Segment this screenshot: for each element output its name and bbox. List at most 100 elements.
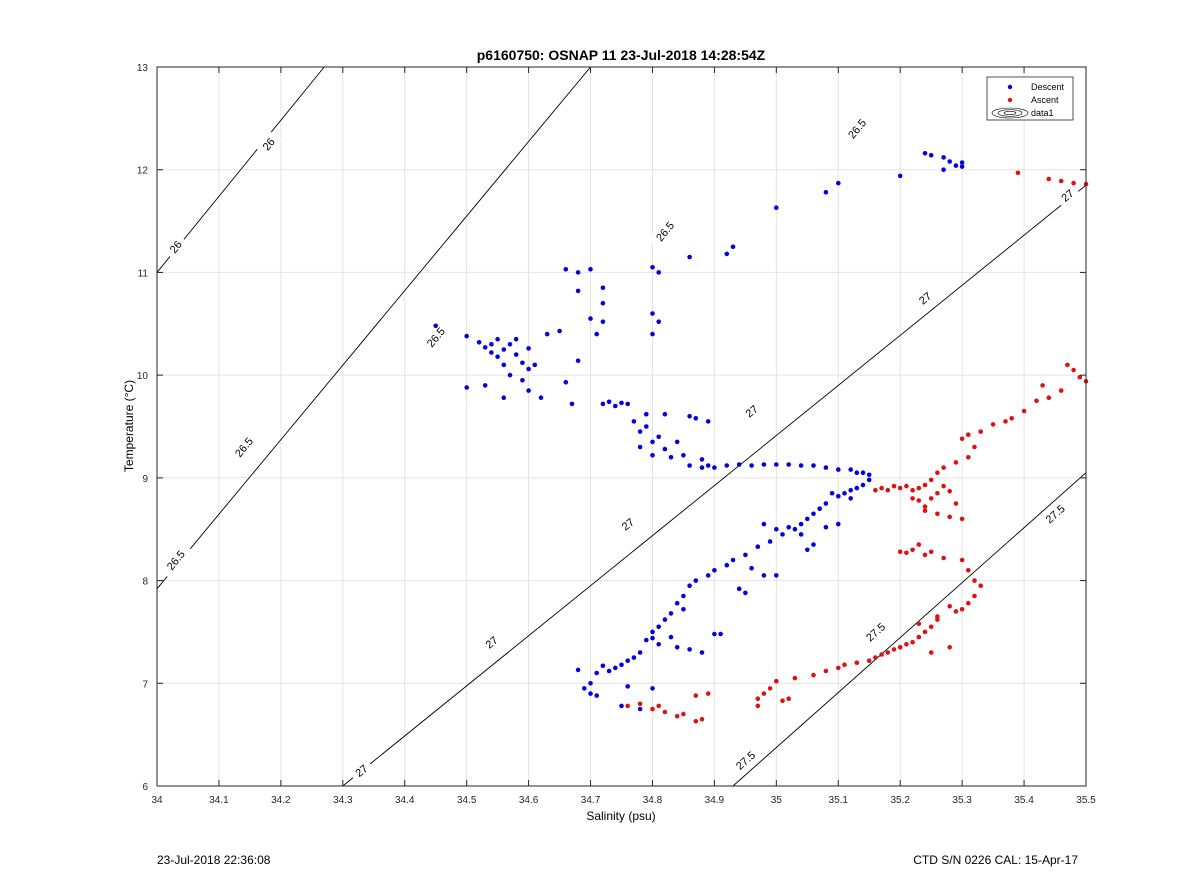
ascent-point <box>910 487 915 493</box>
descent-point <box>866 472 872 478</box>
descent-point <box>712 465 717 470</box>
descent-point <box>526 366 531 372</box>
x-tick-label: 35.1 <box>829 795 849 806</box>
descent-point <box>774 205 779 210</box>
descent-point <box>433 323 439 329</box>
descent-point <box>774 573 779 578</box>
descent-point <box>637 650 643 655</box>
density-contour-line <box>156 66 325 273</box>
descent-point <box>538 395 544 401</box>
descent-point <box>662 617 668 622</box>
descent-point <box>637 429 643 434</box>
descent-point <box>941 155 946 160</box>
descent-point <box>941 167 946 172</box>
ascent-point <box>836 665 841 671</box>
descent-point <box>922 151 928 156</box>
ascent-point <box>978 429 983 434</box>
contour-label-text: 27 <box>484 634 501 651</box>
descent-point <box>507 342 513 347</box>
descent-point <box>674 600 680 606</box>
ascent-point <box>972 578 977 583</box>
ascent-point <box>761 691 767 696</box>
legend-data1-label: data1 <box>1031 108 1054 118</box>
descent-point <box>575 667 581 673</box>
contour-label-text: 26 <box>261 136 278 153</box>
contour-label-text: 27 <box>1060 188 1077 205</box>
legend-contour-icon <box>991 107 1029 119</box>
ascent-point <box>904 642 909 647</box>
descent-point <box>805 516 810 522</box>
descent-point <box>650 453 655 458</box>
descent-point <box>705 463 711 468</box>
descent-point <box>897 173 903 179</box>
descent-point <box>625 658 630 663</box>
contour-label-background <box>839 109 875 148</box>
descent-point <box>613 403 618 409</box>
x-tick-label: 34.4 <box>395 795 415 806</box>
x-tick-label: 34.1 <box>209 795 229 806</box>
contour-label-background <box>1053 182 1082 209</box>
ascent-point <box>1077 374 1083 380</box>
y-tick-label: 6 <box>142 782 148 793</box>
descent-point <box>693 416 699 421</box>
ascent-point <box>681 711 686 717</box>
x-axis-ticks: 34 34.1 34.2 34.3 34.4 34.5 34.6 34.7 34.8 34.9 35… <box>151 67 1096 806</box>
ascent-point <box>910 496 915 501</box>
descent-point <box>767 539 773 544</box>
ascent-point <box>959 516 965 522</box>
descent-point <box>650 686 655 691</box>
descent-point <box>575 270 581 275</box>
ascent-point <box>755 696 761 701</box>
descent-point <box>526 388 531 393</box>
ascent-point <box>650 706 655 712</box>
descent-point <box>848 487 853 493</box>
y-tick-label: 10 <box>137 371 149 382</box>
legend-descent-label: Descent <box>1031 82 1065 92</box>
descent-point <box>594 693 599 698</box>
ascent-point <box>941 483 946 489</box>
ascent-point <box>873 655 878 660</box>
ascent-point <box>873 487 878 493</box>
descent-point <box>513 352 519 357</box>
plot-background <box>157 67 1086 786</box>
descent-point <box>687 583 692 588</box>
descent-point <box>854 470 860 476</box>
ascent-point <box>959 607 965 612</box>
ascent-point <box>1046 395 1052 401</box>
descent-point <box>476 340 482 345</box>
ascent-point <box>1046 176 1052 182</box>
descent-point <box>687 463 692 468</box>
contour-label: 27 <box>477 629 506 656</box>
contour-label: 26 <box>162 233 189 261</box>
ascent-point <box>922 504 928 509</box>
descent-point <box>854 485 860 491</box>
contour-label-text: 27 <box>917 290 934 307</box>
ascent-point <box>966 455 971 460</box>
descent-point <box>619 400 624 406</box>
ascent-point <box>941 465 946 470</box>
descent-point <box>712 568 717 573</box>
descent-point <box>644 411 649 417</box>
contour-label-text: 27 <box>744 403 761 420</box>
descent-point <box>736 462 742 467</box>
ascent-point <box>928 477 934 483</box>
descent-point <box>749 565 754 571</box>
ascent-point <box>1015 170 1021 176</box>
density-contour-line <box>342 184 1087 787</box>
descent-point <box>761 573 767 578</box>
ascent-point <box>972 593 977 599</box>
descent-point <box>600 401 606 407</box>
footer-timestamp: 23-Jul-2018 22:36:08 <box>157 853 271 867</box>
descent-point <box>681 593 686 599</box>
x-tick-label: 34 <box>151 795 163 806</box>
x-tick-label: 34.8 <box>643 795 663 806</box>
descent-point <box>575 358 581 364</box>
contour-label: 27 <box>1053 182 1082 209</box>
contour-label-background <box>347 757 375 784</box>
ascent-point <box>922 508 928 513</box>
contour-label-background <box>856 613 895 650</box>
ascent-point <box>1009 416 1014 421</box>
descent-point <box>699 650 705 655</box>
ascent-point <box>953 501 959 506</box>
descent-point <box>619 703 624 709</box>
